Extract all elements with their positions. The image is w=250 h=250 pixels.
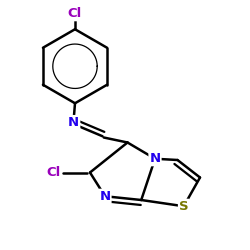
Text: N: N <box>100 190 110 203</box>
Text: Cl: Cl <box>46 166 61 179</box>
Text: N: N <box>68 116 79 129</box>
Text: Cl: Cl <box>68 7 82 20</box>
Text: S: S <box>179 200 188 213</box>
Text: N: N <box>150 152 160 165</box>
